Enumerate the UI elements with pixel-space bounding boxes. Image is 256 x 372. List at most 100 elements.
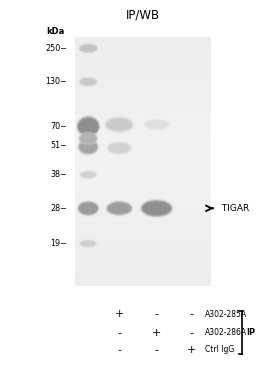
Ellipse shape [78,202,98,215]
Bar [74,179,211,182]
Bar [74,117,211,119]
Ellipse shape [105,117,134,132]
Ellipse shape [107,202,132,215]
Ellipse shape [79,77,98,87]
Text: IP/WB: IP/WB [126,9,160,21]
Text: -: - [117,345,121,355]
Ellipse shape [77,199,100,217]
Text: +: + [152,328,161,338]
Ellipse shape [80,240,97,248]
Ellipse shape [78,76,98,87]
Bar [74,219,211,222]
Text: -: - [117,328,121,338]
Bar [74,115,211,117]
Ellipse shape [81,172,96,178]
Bar [74,80,211,82]
Bar [74,67,211,70]
Bar [74,99,211,102]
Text: -: - [189,310,194,319]
Ellipse shape [78,76,99,88]
Ellipse shape [80,240,97,247]
Bar [74,232,211,234]
Ellipse shape [78,201,99,216]
Bar [74,50,211,52]
Text: +: + [187,345,196,355]
Ellipse shape [80,78,96,85]
Ellipse shape [76,115,100,138]
Bar [74,124,211,127]
Ellipse shape [143,118,170,131]
Bar [74,122,211,125]
Ellipse shape [80,240,96,247]
Bar [74,187,211,189]
Ellipse shape [80,203,97,213]
Ellipse shape [77,138,99,156]
Bar [74,217,211,219]
Bar [74,214,211,217]
Ellipse shape [106,118,133,132]
Ellipse shape [78,132,98,145]
Bar [74,282,211,284]
Ellipse shape [142,201,171,215]
Bar [74,157,211,159]
Bar [74,142,211,144]
Bar [74,152,211,154]
Bar [74,57,211,60]
Bar [74,70,211,72]
Bar [74,162,211,164]
Ellipse shape [80,45,97,52]
Bar [74,244,211,247]
Bar [74,52,211,55]
Bar [74,137,211,140]
Ellipse shape [78,139,98,155]
Bar [74,169,211,172]
Bar [74,105,211,107]
Bar [74,164,211,167]
Ellipse shape [103,115,135,134]
Bar [74,284,211,286]
Bar [74,177,211,179]
Bar [74,150,211,152]
Ellipse shape [144,119,169,130]
Ellipse shape [140,199,174,218]
Ellipse shape [142,118,171,132]
Ellipse shape [77,200,100,217]
Bar [74,222,211,224]
Bar [74,259,211,262]
Ellipse shape [78,117,99,136]
Ellipse shape [79,44,98,54]
Ellipse shape [109,144,130,153]
Bar [74,45,211,47]
Ellipse shape [79,238,98,249]
Ellipse shape [79,202,98,214]
Bar [74,279,211,282]
Ellipse shape [81,241,96,247]
Ellipse shape [145,120,168,129]
Ellipse shape [140,199,173,217]
Text: 19−: 19− [50,239,67,248]
Text: A302-285A: A302-285A [205,310,247,319]
Bar [74,194,211,197]
Ellipse shape [77,201,99,216]
Bar [74,47,211,50]
Bar [74,184,211,187]
Bar [74,119,211,122]
Ellipse shape [107,119,132,130]
Bar [74,199,211,202]
Ellipse shape [80,171,97,179]
Bar [74,227,211,229]
Ellipse shape [77,116,99,137]
Text: -: - [155,310,159,319]
Bar [74,154,211,157]
Text: 51−: 51− [50,141,67,150]
Ellipse shape [106,141,133,155]
Ellipse shape [104,199,134,217]
Ellipse shape [76,114,101,139]
Bar [74,107,211,109]
Ellipse shape [79,120,98,133]
Ellipse shape [79,44,97,52]
Bar [74,102,211,105]
Bar [74,274,211,276]
Bar [74,234,211,237]
Ellipse shape [104,116,135,134]
